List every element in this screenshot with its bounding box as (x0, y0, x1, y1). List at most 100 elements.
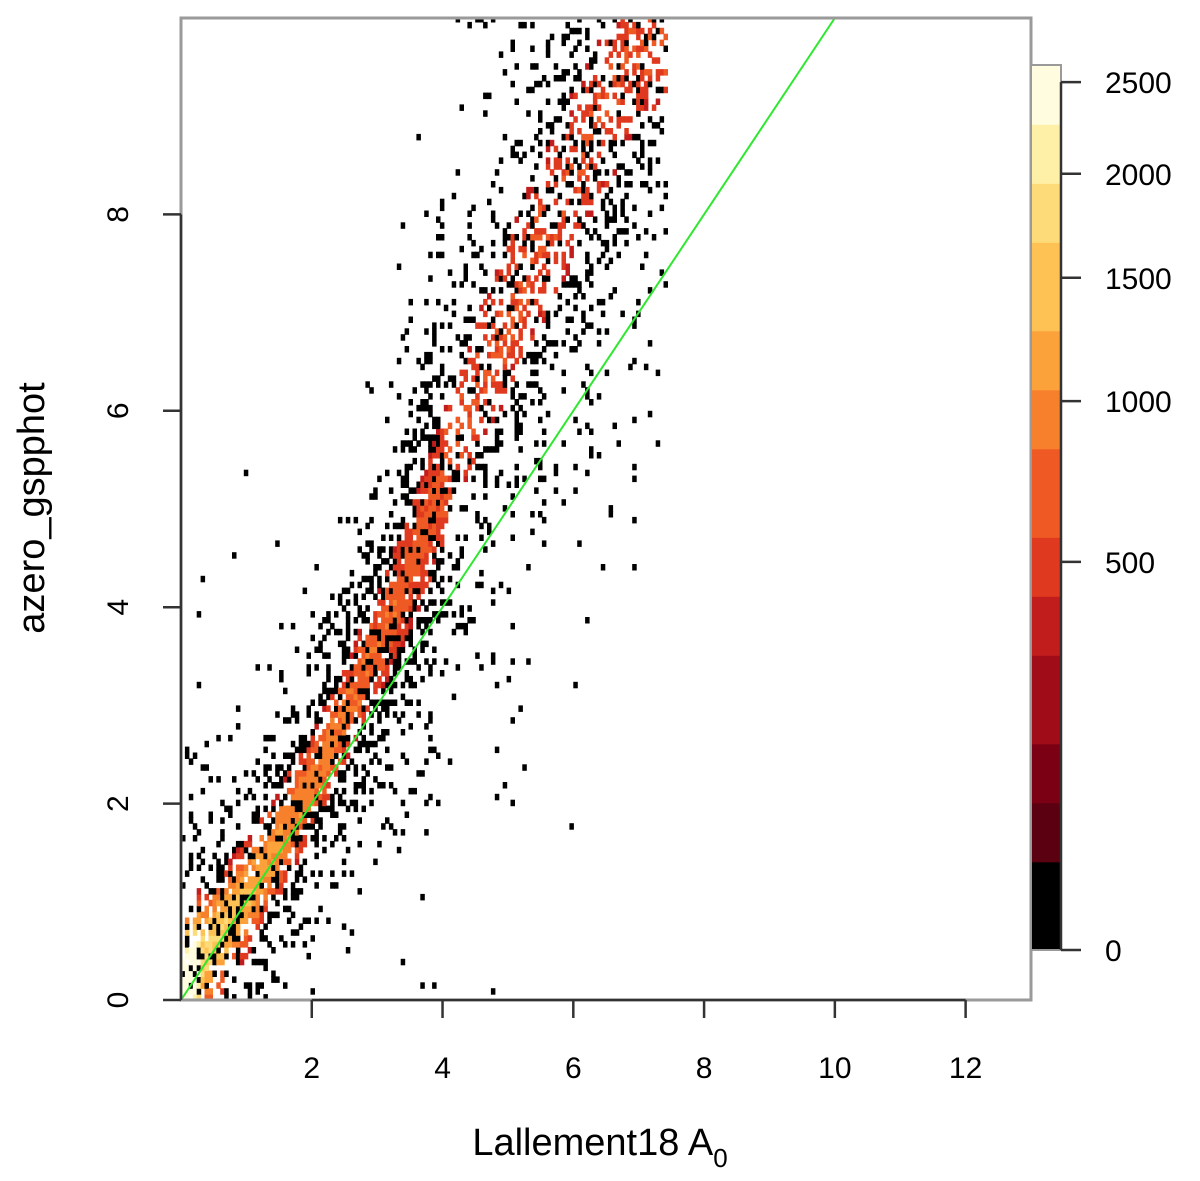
heatmap-cell (247, 905, 253, 913)
heatmap-cell (451, 628, 457, 636)
heatmap-cell (396, 622, 402, 630)
heatmap-cell (432, 434, 437, 441)
heatmap-cell (624, 33, 629, 41)
heatmap-cell (200, 958, 206, 966)
heatmap-cell (306, 758, 311, 765)
heatmap-cell (283, 858, 288, 866)
heatmap-cell (204, 988, 209, 995)
heatmap-cell (373, 776, 378, 783)
heatmap-cell (381, 670, 386, 677)
heatmap-cell (349, 799, 355, 807)
heatmap-cell (341, 605, 347, 612)
heatmap-cell (467, 387, 472, 394)
heatmap-cell (640, 145, 645, 153)
heatmap-cell (357, 658, 362, 665)
heatmap-cell (239, 840, 245, 848)
heatmap-cell (549, 186, 555, 194)
heatmap-cell (349, 693, 355, 701)
heatmap-cell (224, 917, 229, 924)
heatmap-cell (490, 322, 496, 329)
heatmap-cell (337, 793, 343, 801)
heatmap-cell (616, 440, 621, 447)
heatmap-cell (184, 752, 190, 759)
heatmap-cell (494, 310, 500, 318)
heatmap-cell (388, 611, 394, 618)
heatmap-cell (251, 876, 257, 883)
heatmap-cell (451, 564, 457, 571)
heatmap-cell (424, 434, 429, 441)
heatmap-cell (510, 717, 515, 724)
heatmap-cell (534, 381, 539, 388)
heatmap-cell (439, 322, 445, 329)
heatmap-cell (651, 139, 657, 147)
heatmap-cell (353, 805, 359, 813)
heatmap-cell (357, 628, 362, 636)
heatmap-cell (314, 740, 319, 748)
heatmap-cell (553, 198, 559, 206)
heatmap-cell (275, 888, 280, 895)
heatmap-cell (267, 734, 272, 742)
heatmap-cell (251, 958, 257, 966)
heatmap-cell (565, 263, 570, 270)
heatmap-cell (545, 145, 551, 153)
heatmap-cell (518, 157, 523, 164)
heatmap-cell (589, 80, 594, 88)
heatmap-cell (294, 858, 300, 866)
heatmap-cell (239, 917, 245, 924)
heatmap-cell (424, 552, 429, 559)
heatmap-cell (224, 941, 229, 948)
heatmap-cell (530, 369, 535, 377)
heatmap-cell (247, 988, 253, 995)
heatmap-cell (302, 764, 308, 771)
heatmap-cell (589, 452, 594, 459)
heatmap-cell (487, 522, 492, 530)
heatmap-cell (196, 964, 202, 972)
heatmap-cell (400, 446, 406, 453)
colorbar-swatch (1031, 301, 1061, 332)
heatmap-cell (510, 304, 515, 312)
heatmap-cell (424, 469, 429, 477)
heatmap-cell (589, 234, 594, 241)
heatmap-cell (624, 39, 629, 47)
heatmap-cell (365, 646, 370, 653)
heatmap-cell (577, 222, 582, 229)
heatmap-cell (412, 558, 417, 565)
heatmap-cell (232, 935, 237, 942)
heatmap-cell (212, 970, 217, 977)
heatmap-cell (487, 528, 492, 536)
heatmap-cell (467, 416, 472, 424)
heatmap-cell (341, 734, 347, 742)
heatmap-cell (436, 440, 441, 447)
heatmap-cell (416, 357, 421, 365)
heatmap-cell (235, 846, 241, 854)
heatmap-cell (404, 634, 410, 642)
heatmap-cell (208, 988, 213, 995)
heatmap-cell (596, 128, 602, 135)
heatmap-cell (526, 210, 531, 217)
heatmap-cell (436, 463, 441, 471)
heatmap-cell (479, 581, 484, 589)
heatmap-cell (306, 917, 311, 924)
heatmap-cell (538, 139, 543, 147)
heatmap-cell (416, 605, 421, 612)
heatmap-cell (522, 251, 527, 259)
heatmap-cell (247, 787, 253, 795)
heatmap-cell (420, 599, 425, 606)
heatmap-cell (632, 151, 637, 159)
heatmap-cell (463, 340, 468, 347)
heatmap-cell (620, 80, 625, 88)
heatmap-cell (530, 351, 535, 359)
heatmap-cell (451, 375, 457, 382)
heatmap-cell (286, 770, 292, 777)
heatmap-cell (596, 234, 602, 241)
heatmap-cell (318, 776, 323, 783)
heatmap-cell (220, 864, 225, 871)
heatmap-cell (200, 911, 206, 919)
heatmap-cell (616, 181, 621, 188)
heatmap-cell (369, 516, 374, 524)
heatmap-cell (337, 687, 343, 695)
heatmap-cell (412, 487, 417, 494)
heatmap-cell (592, 104, 598, 111)
heatmap-cell (471, 239, 476, 247)
heatmap-cell (294, 846, 300, 854)
